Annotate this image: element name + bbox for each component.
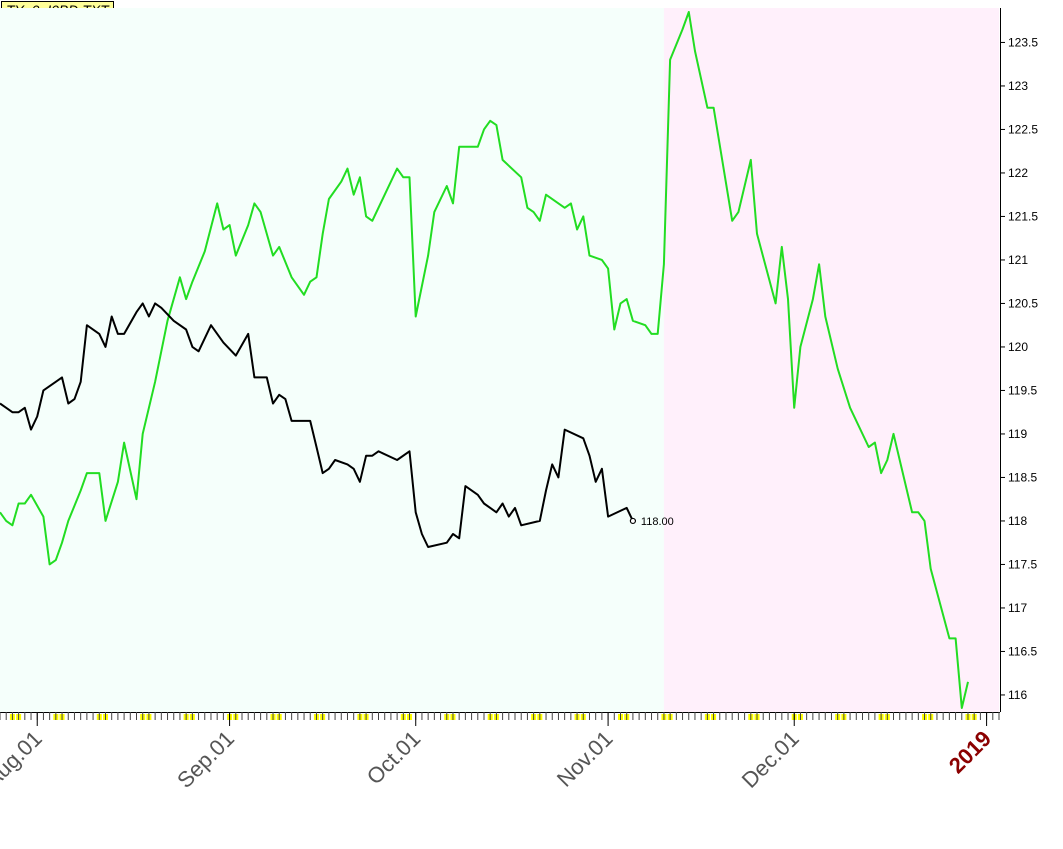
y-tick-label: 119 — [1008, 427, 1027, 441]
series-line-0 — [0, 11, 969, 709]
series-layer: 118.00 — [0, 11, 969, 709]
y-tick-label: 123.5 — [1008, 35, 1038, 49]
y-tick-label: 121.5 — [1008, 209, 1038, 223]
shaded-region-1 — [663, 8, 999, 712]
y-tick-label: 116 — [1008, 688, 1027, 702]
x-axis: Aug.01 Sep.01 Oct.01 Nov.01 Dec.01 2019 — [0, 712, 1000, 793]
shaded-region-0 — [0, 8, 664, 712]
chart-background — [0, 8, 999, 712]
x-tick-label: Dec.01 — [737, 726, 804, 793]
y-tick-label: 120.5 — [1008, 296, 1038, 310]
x-tick-label: 2019 — [944, 726, 996, 778]
x-tick-label: Nov.01 — [552, 726, 618, 792]
x-tick-label: Oct.01 — [362, 726, 426, 790]
last-value-label: 118.00 — [641, 516, 674, 528]
y-tick-label: 117 — [1008, 601, 1027, 615]
y-tick-label: 117.5 — [1008, 557, 1037, 571]
y-tick-label: 119.5 — [1008, 383, 1037, 397]
y-tick-label: 122.5 — [1008, 122, 1038, 136]
y-axis: 116 116.5 117 117.5 118 118.5 119 119.5 120 120.5… — [1000, 35, 1038, 702]
y-tick-label: 122 — [1008, 166, 1028, 180]
x-tick-label: Aug.01 — [0, 726, 47, 793]
y-tick-label: 118 — [1008, 514, 1027, 528]
x-tick-label: Sep.01 — [172, 726, 239, 793]
y-tick-label: 123 — [1008, 79, 1028, 93]
last-value-marker — [629, 517, 637, 525]
y-tick-label: 120 — [1008, 340, 1028, 354]
y-tick-label: 116.5 — [1008, 644, 1037, 658]
y-tick-label: 118.5 — [1008, 470, 1037, 484]
y-tick-label: 121 — [1008, 253, 1028, 267]
series-line-1 — [0, 302, 634, 548]
